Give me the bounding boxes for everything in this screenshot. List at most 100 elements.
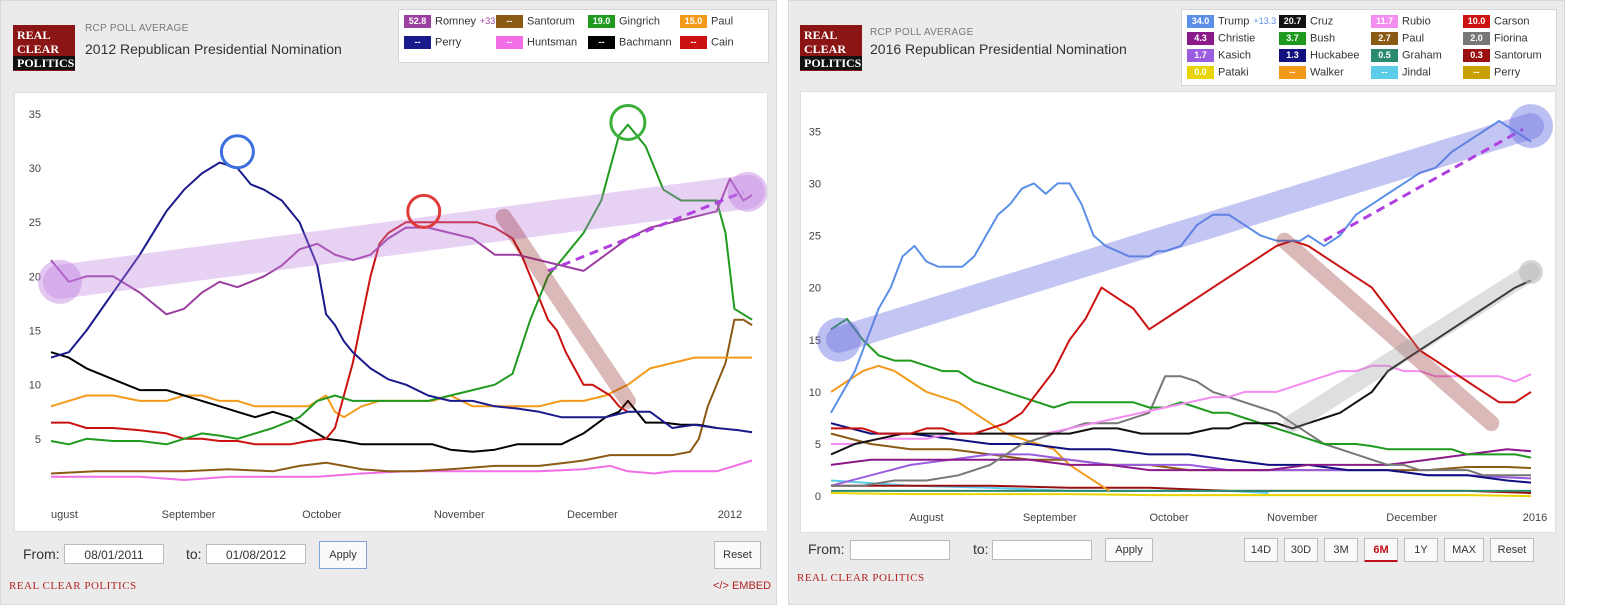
logo-line-3: POLITICS [800, 56, 862, 70]
legend-item-fiorina[interactable]: 2.0 Fiorina [1463, 32, 1528, 46]
to-label: to: [973, 541, 989, 557]
legend-value-badge: -- [680, 36, 707, 49]
y-tick-label: 25 [29, 217, 41, 229]
range-button-14d[interactable]: 14D [1244, 538, 1278, 562]
legend-item-cruz[interactable]: 20.7 Cruz [1279, 15, 1333, 29]
range-button-1y[interactable]: 1Y [1404, 538, 1438, 562]
left-chart-panel: REAL CLEAR POLITICS RCP POLL AVERAGE 201… [0, 0, 777, 605]
legend-item-trump[interactable]: 34.0 Trump +13.3 [1187, 15, 1276, 29]
legend-label: Santorum [1494, 49, 1542, 62]
legend-item-perry[interactable]: -- Perry [404, 36, 461, 50]
legend-item-perry[interactable]: -- Perry [1463, 66, 1520, 80]
to-date-input[interactable] [992, 540, 1092, 560]
legend-item-cain[interactable]: -- Cain [680, 36, 734, 50]
chart-title: 2016 Republican Presidential Nomination [870, 41, 1127, 57]
legend-item-rubio[interactable]: 11.7 Rubio [1371, 15, 1431, 29]
series-line-rubio [831, 364, 1532, 445]
legend-item-christie[interactable]: 4.3 Christie [1187, 32, 1255, 46]
legend-item-santorum[interactable]: -- Santorum [496, 15, 575, 29]
y-tick-label: 15 [809, 335, 821, 347]
legend-item-walker[interactable]: -- Walker [1279, 66, 1344, 80]
legend-label: Santorum [527, 15, 575, 28]
legend-label: Pataki [1218, 66, 1249, 79]
legend-item-huckabee[interactable]: 1.3 Huckabee [1279, 49, 1360, 63]
legend-spread: +33.8 [479, 16, 503, 27]
legend-value-badge: 0.3 [1463, 49, 1490, 62]
decline-band-cain [495, 208, 636, 409]
legend-item-graham[interactable]: 0.5 Graham [1371, 49, 1442, 63]
from-date-input[interactable]: 08/01/2011 [64, 544, 164, 564]
legend-item-gingrich[interactable]: 19.0 Gingrich [588, 15, 660, 29]
x-tick-label: September [1023, 512, 1077, 524]
y-tick-label: 10 [809, 387, 821, 399]
apply-button[interactable]: Apply [1105, 538, 1153, 562]
legend-item-carson[interactable]: 10.0 Carson [1463, 15, 1529, 29]
legend-label: Kasich [1218, 49, 1252, 62]
poll-average-label: RCP POLL AVERAGE [85, 23, 189, 34]
legend-item-kasich[interactable]: 1.7 Kasich [1187, 49, 1251, 63]
legend-label: Walker [1310, 66, 1344, 79]
legend-label: Fiorina [1494, 32, 1528, 45]
y-tick-label: 25 [809, 231, 821, 243]
range-button-3m[interactable]: 3M [1324, 538, 1358, 562]
plot-area: 5 10 15 20 25 30 35 ugust September October Novemb… [14, 92, 768, 532]
apply-button[interactable]: Apply [319, 541, 367, 569]
legend-item-pataki[interactable]: 0.0 Pataki [1187, 66, 1249, 80]
legend: 34.0 Trump +13.3 20.7 Cruz 11.7 Rubio 10.0 Carso… [1181, 9, 1557, 86]
legend-value-badge: 10.0 [1463, 15, 1490, 28]
legend-item-romney[interactable]: 52.8 Romney +33.8 [404, 15, 503, 29]
legend-value-badge: 1.7 [1187, 49, 1214, 62]
line-chart: 5 10 15 20 25 30 35 ugust September October Novemb… [29, 104, 768, 521]
to-date-input[interactable]: 01/08/2012 [206, 544, 306, 564]
legend-value-badge: -- [588, 36, 615, 49]
range-button-30d[interactable]: 30D [1284, 538, 1318, 562]
trend-band-trump [825, 113, 1544, 353]
footer-brand[interactable]: REAL CLEAR POLITICS [797, 572, 925, 584]
marker-circle-romney-end [727, 171, 768, 212]
legend-label: Gingrich [619, 15, 660, 28]
legend-label: Jindal [1402, 66, 1431, 79]
legend-value-badge: 0.0 [1187, 66, 1214, 79]
series-line-bachmann [50, 351, 717, 453]
legend-value-badge: 2.0 [1463, 32, 1490, 45]
legend-label: Trump [1218, 15, 1250, 28]
series-line-bush [830, 317, 1532, 459]
marker-circle-romney-start [37, 259, 82, 304]
legend-item-jindal[interactable]: -- Jindal [1371, 66, 1431, 80]
legend-label: Cain [711, 36, 734, 49]
series-line-santorum [50, 318, 753, 475]
legend-item-bush[interactable]: 3.7 Bush [1279, 32, 1335, 46]
marker-circle-trump-start [816, 317, 861, 362]
x-tick-label: December [1386, 512, 1437, 524]
trend-band-cruz [1283, 263, 1540, 433]
series-line-huntsman [51, 459, 753, 481]
legend-item-santorum[interactable]: 0.3 Santorum [1463, 49, 1542, 63]
legend-value-badge: 52.8 [404, 15, 431, 28]
from-date-input[interactable] [850, 540, 950, 560]
y-tick-label: 30 [809, 178, 821, 190]
to-label: to: [186, 546, 202, 562]
logo-line-2: CLEAR [804, 42, 847, 56]
legend-item-bachmann[interactable]: -- Bachmann [588, 36, 672, 50]
y-tick-label: 30 [29, 163, 41, 175]
footer-brand[interactable]: REAL CLEAR POLITICS [9, 580, 137, 592]
legend: 52.8 Romney +33.8 -- Santorum 19.0 Gingrich 15.… [398, 9, 769, 63]
range-button-reset[interactable]: Reset [1490, 538, 1534, 562]
legend-label: Cruz [1310, 15, 1334, 28]
legend-item-paul[interactable]: 15.0 Paul [680, 15, 733, 29]
plot-area: 0 5 10 15 20 25 30 35 August September October Nove… [800, 91, 1556, 533]
y-tick-label: 15 [29, 326, 41, 338]
legend-item-huntsman[interactable]: -- Huntsman [496, 36, 577, 50]
legend-value-badge: -- [1279, 66, 1306, 79]
embed-link[interactable]: </> EMBED [713, 580, 772, 592]
legend-label: Christie [1218, 32, 1256, 45]
x-tick-label: ugust [51, 509, 78, 521]
from-label: From: [808, 541, 845, 557]
range-button-max[interactable]: MAX [1444, 538, 1484, 562]
legend-item-paul[interactable]: 2.7 Paul [1371, 32, 1424, 46]
range-button-6m[interactable]: 6M [1364, 538, 1398, 562]
legend-label: Graham [1402, 49, 1442, 62]
reset-button[interactable]: Reset [714, 541, 761, 569]
series-line-paul [50, 356, 753, 419]
legend-value-badge: 0.5 [1371, 49, 1398, 62]
